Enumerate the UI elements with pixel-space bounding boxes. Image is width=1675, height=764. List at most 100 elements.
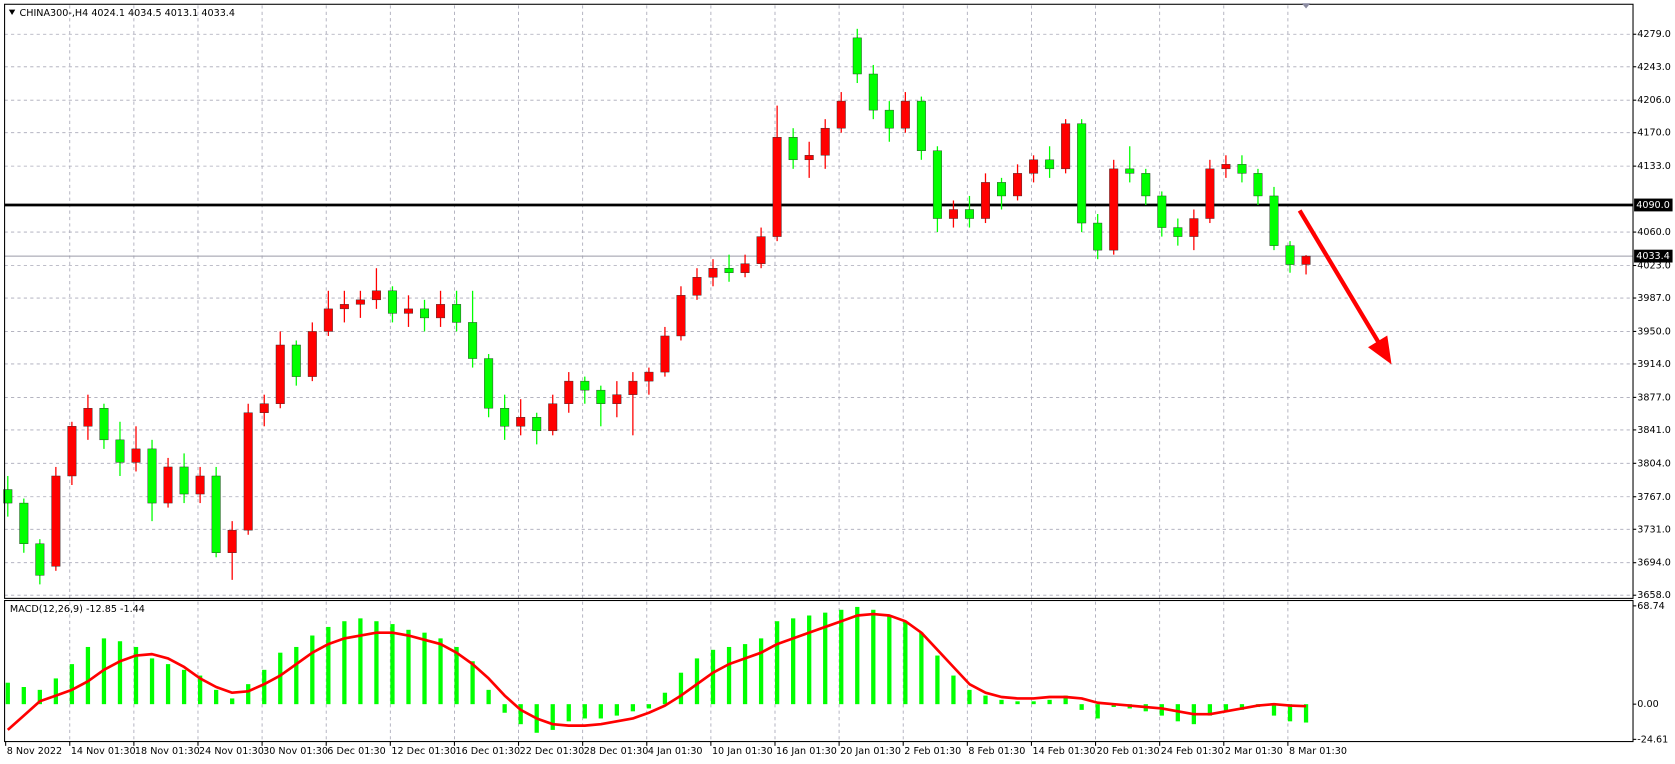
candle-body: [1221, 164, 1231, 170]
macd-bar: [967, 689, 972, 705]
candle-body: [1013, 173, 1023, 197]
candle-body: [403, 308, 413, 314]
macd-bar: [630, 704, 636, 712]
macd-bar: [855, 606, 860, 705]
macd-bar: [262, 669, 267, 705]
candle-body: [756, 236, 766, 264]
macd-title: MACD(12,26,9) -12.85 -1.44: [10, 604, 145, 615]
macd-bar: [214, 689, 219, 705]
macd-bar: [1095, 704, 1100, 719]
menu-triangle: [8, 9, 16, 15]
candle-body: [195, 475, 205, 495]
candle-body: [1109, 168, 1119, 251]
candle-body: [788, 137, 798, 161]
level-label-box: [1634, 198, 1673, 212]
macd-bar: [406, 629, 411, 705]
grid-layer: [4, 5, 1634, 742]
arrow-shaft: [1297, 209, 1383, 348]
y-tick-label: 4133.0: [1637, 161, 1671, 172]
candle-body: [1093, 222, 1103, 251]
x-tick-label: 18 Nov 01:30: [135, 746, 200, 757]
signal-line: [6, 612, 1307, 731]
x-tick-label: 10 Jan 01:30: [712, 746, 773, 757]
y-tick-label: 3841.0: [1637, 425, 1671, 436]
y-tick-label: -24.61: [1637, 734, 1668, 745]
candle-body: [147, 448, 157, 504]
macd-bar: [903, 621, 908, 705]
macd-bar: [181, 669, 187, 705]
macd-bar: [694, 658, 700, 705]
candle-body: [1061, 123, 1071, 170]
macd-bar: [37, 689, 42, 705]
macd-bar: [726, 646, 732, 705]
candle-body: [884, 109, 894, 129]
y-tick-label: 3950.0: [1637, 326, 1671, 337]
macd-bar: [358, 618, 363, 705]
candle-body: [1141, 173, 1151, 197]
candle-body: [900, 100, 910, 129]
last-price-label: 4033.4: [1636, 251, 1670, 262]
candle-body: [692, 277, 702, 296]
candle-body: [532, 417, 542, 432]
y-tick-label: 4206.0: [1637, 95, 1671, 106]
y-tick-label: 4243.0: [1637, 62, 1671, 73]
candle-body: [1253, 173, 1263, 197]
macd-bar: [710, 649, 716, 705]
x-tick-label: 14 Nov 01:30: [71, 746, 136, 757]
y-tick-label: 3877.0: [1637, 392, 1671, 403]
macd-bar: [582, 704, 587, 719]
candle-body: [1045, 159, 1055, 170]
price-panel-frame: [4, 3, 1634, 599]
candle-body: [259, 403, 269, 413]
macd-bar: [502, 704, 507, 713]
candle-body: [163, 466, 173, 504]
x-tick-label: 24 Nov 01:30: [199, 746, 264, 757]
macd-bar: [1303, 704, 1309, 723]
candle-body: [724, 267, 734, 273]
macd-bar: [1271, 704, 1277, 716]
candle-body: [211, 475, 221, 553]
candle-body: [452, 304, 462, 323]
macd-bar: [646, 704, 652, 709]
trend-arrow: [1297, 209, 1392, 365]
candle-body: [1205, 168, 1215, 219]
macd-bar: [374, 621, 379, 705]
y-tick-label: 4279.0: [1637, 29, 1671, 40]
candle-body: [820, 127, 830, 156]
candle-body: [868, 73, 878, 111]
candle-body: [596, 389, 606, 404]
macd-bar: [983, 695, 988, 705]
macd-bar: [69, 664, 75, 705]
macd-bar: [21, 687, 26, 705]
candle-body: [676, 295, 686, 337]
candle-body: [1189, 218, 1199, 237]
x-tick-label: 6 Dec 01:30: [327, 746, 386, 757]
candle-body: [1285, 245, 1295, 265]
y-tick-label: 3658.0: [1637, 590, 1671, 601]
macd-bar: [1063, 695, 1068, 705]
macd-bar: [1159, 704, 1164, 716]
x-tick-label: 16 Jan 01:30: [776, 746, 837, 757]
candle-body: [1157, 195, 1167, 228]
candle-body: [644, 371, 654, 382]
candle-body: [387, 290, 397, 314]
candle-body: [500, 408, 510, 427]
macd-bar: [1239, 704, 1245, 710]
macd-bar: [197, 675, 203, 705]
macd-bar: [470, 661, 475, 705]
macd-bar: [1111, 704, 1116, 708]
candle-body: [3, 489, 13, 504]
candle-body: [307, 331, 317, 377]
macd-bar: [310, 635, 315, 705]
arrow-head: [1368, 335, 1392, 365]
candle-body: [628, 380, 638, 395]
x-tick-label: 16 Dec 01:30: [456, 746, 521, 757]
candle-body: [51, 475, 61, 567]
candle-body: [772, 137, 782, 237]
candle-body: [468, 322, 478, 359]
x-tick-label: 8 Nov 2022: [7, 746, 62, 757]
level-label: 4090.0: [1636, 200, 1670, 211]
x-tick-label: 4 Jan 01:30: [648, 746, 703, 757]
candle-body: [420, 308, 430, 319]
